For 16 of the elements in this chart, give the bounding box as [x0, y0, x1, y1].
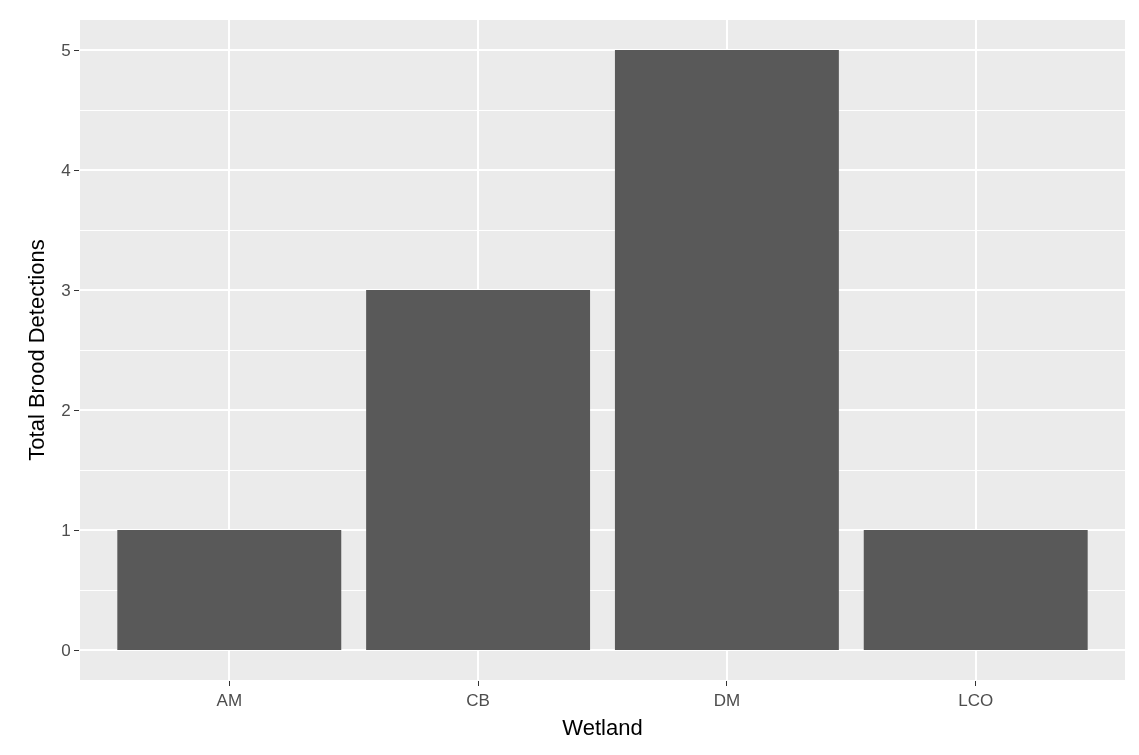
y-tick-label: 2 — [61, 400, 71, 420]
bar — [366, 290, 591, 650]
y-tick-label: 1 — [61, 520, 71, 540]
y-tick-label: 4 — [61, 160, 71, 180]
y-tick-label: 5 — [61, 40, 71, 60]
bar — [863, 530, 1088, 650]
y-tick-label: 3 — [61, 280, 71, 300]
x-tick-label: DM — [713, 691, 741, 711]
x-tick-label: CB — [466, 691, 490, 711]
bar — [614, 50, 839, 650]
x-tick-label: LCO — [958, 691, 994, 711]
y-tick-label: 0 — [61, 640, 71, 660]
bar — [117, 530, 342, 650]
x-axis-title: Wetland — [562, 715, 643, 741]
y-axis-title: Total Brood Detections — [23, 239, 49, 461]
x-tick-label: AM — [216, 691, 243, 711]
